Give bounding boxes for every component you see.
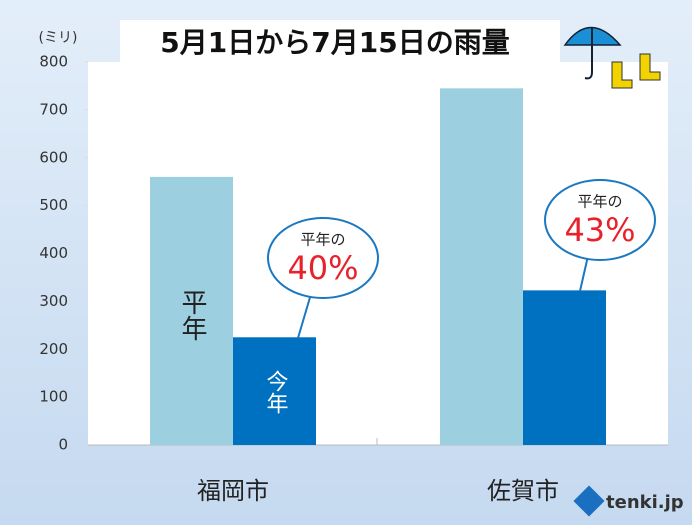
chart-title: 5月1日から7月15日の雨量 (160, 26, 509, 59)
source: tenki.jp (606, 492, 684, 513)
y-tick-label: 500 (39, 196, 68, 214)
y-tick-label: 600 (39, 148, 68, 166)
boots-icon (611, 53, 661, 89)
series-label: 平年 (177, 289, 207, 341)
callout-value: 40% (287, 249, 358, 287)
logo: tenki.jp (573, 485, 684, 517)
callout (544, 179, 656, 261)
title-box (120, 20, 560, 62)
y-tick-label: 800 (39, 53, 68, 71)
callout-pointer (297, 293, 312, 339)
y-unit: (ミリ) (39, 30, 78, 46)
x-tick-label: 福岡市 (197, 477, 269, 505)
callout (267, 217, 379, 299)
bar (150, 176, 233, 445)
y-tick-label: 300 (39, 292, 68, 310)
bar (523, 290, 606, 445)
callout-prefix: 平年の (577, 193, 622, 211)
bar (440, 88, 523, 446)
y-tick-label: 700 (39, 100, 68, 118)
bar (233, 337, 316, 445)
umbrella-icon (563, 26, 622, 80)
y-tick-label: 400 (39, 244, 68, 262)
y-tick-label: 100 (39, 388, 68, 406)
callout-pointer (579, 255, 589, 292)
x-tick-label: 佐賀市 (487, 477, 559, 505)
series-label: 今年 (263, 370, 289, 414)
y-tick-label: 0 (58, 436, 68, 454)
y-tick-label: 200 (39, 340, 68, 358)
callout-value: 43% (564, 211, 635, 249)
callout-prefix: 平年の (300, 231, 345, 249)
